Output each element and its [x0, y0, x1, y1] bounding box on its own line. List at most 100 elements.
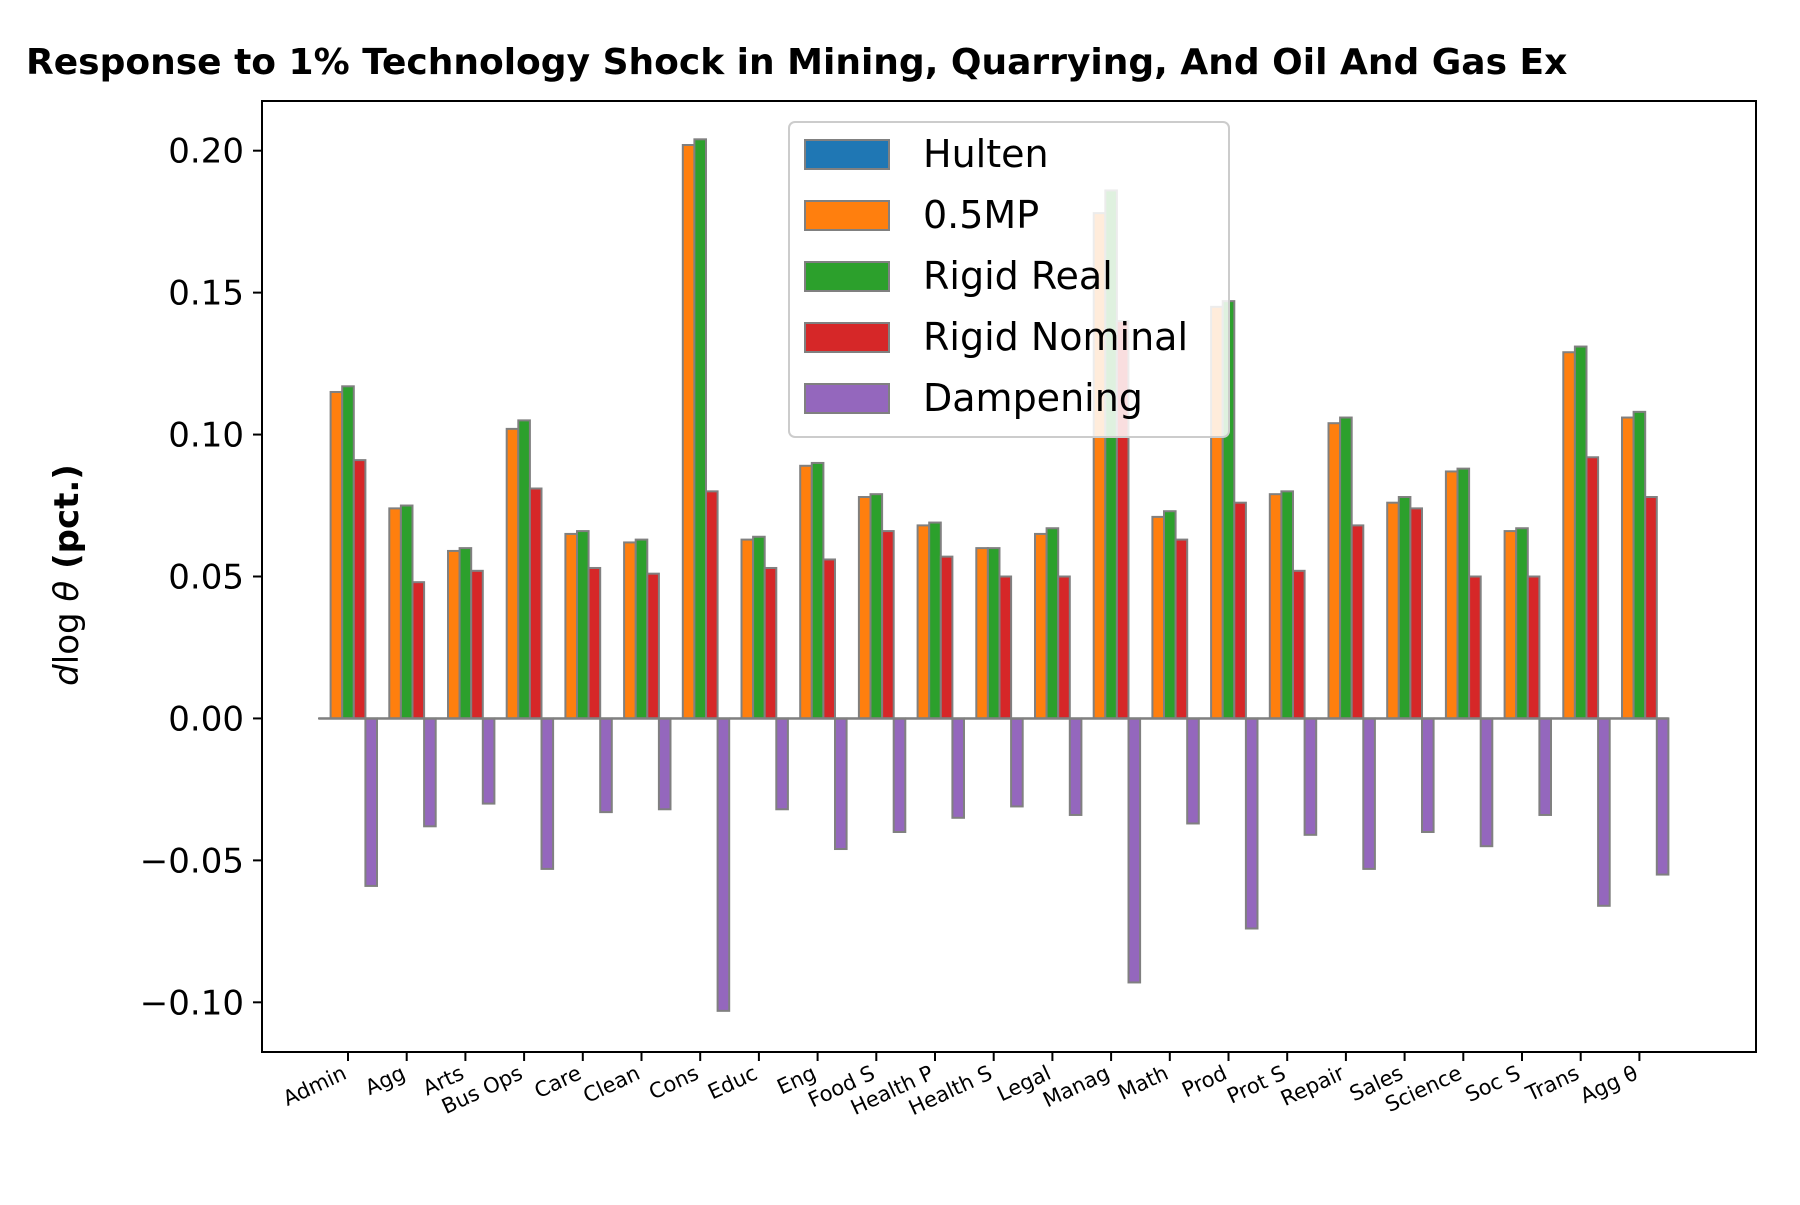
- y-tick-label: 0.15: [168, 274, 244, 314]
- bar: [1011, 718, 1023, 806]
- bar: [812, 463, 824, 718]
- bar: [1598, 718, 1610, 905]
- bar: [1387, 503, 1399, 719]
- bar: [1234, 503, 1246, 719]
- x-tick-label: Prod: [1178, 1061, 1230, 1102]
- bar: [507, 429, 519, 719]
- legend-label: 0.5MP: [923, 193, 1039, 237]
- bar: [894, 718, 906, 832]
- bar: [483, 718, 495, 803]
- x-tick-label: Repair: [1277, 1061, 1348, 1111]
- bar: [331, 392, 343, 718]
- bar: [448, 551, 460, 718]
- bar: [1047, 528, 1059, 718]
- bar: [424, 718, 436, 826]
- svg-text:dlog θ (pct.): dlog θ (pct.): [47, 464, 87, 686]
- bar: [389, 508, 401, 718]
- bar: [1152, 517, 1164, 719]
- bar: [683, 145, 695, 718]
- bar: [1129, 718, 1141, 982]
- bar: [636, 540, 648, 719]
- bar: [800, 466, 812, 719]
- y-tick-label: 0.10: [168, 416, 244, 456]
- bar: [753, 537, 765, 719]
- x-tick-label: Prot S: [1223, 1061, 1289, 1109]
- bar: [859, 497, 871, 718]
- legend-label: Hulten: [923, 132, 1049, 176]
- bar: [718, 718, 730, 1010]
- bar: [1058, 577, 1070, 719]
- bar: [1622, 418, 1634, 719]
- chart-title: Response to 1% Technology Shock in Minin…: [26, 42, 1567, 83]
- y-axis: −0.10−0.050.000.050.100.150.20: [140, 132, 262, 1024]
- bar: [929, 523, 941, 719]
- bar: [835, 718, 847, 849]
- bar: [1563, 352, 1575, 718]
- legend-label: Rigid Real: [923, 254, 1113, 298]
- bar: [882, 531, 894, 718]
- x-tick-label: Trans: [1521, 1061, 1582, 1107]
- y-tick-label: 0.20: [168, 132, 244, 172]
- legend-swatch: [805, 384, 889, 413]
- bar: [1176, 540, 1188, 719]
- bar: [365, 718, 377, 885]
- bar: [577, 531, 589, 718]
- x-tick-label: Agg θ: [1576, 1061, 1641, 1108]
- bar: [624, 542, 636, 718]
- bar: [706, 491, 718, 718]
- x-tick-label: Care: [531, 1061, 585, 1103]
- bar: [1164, 511, 1176, 718]
- x-tick-label: Cons: [645, 1061, 702, 1105]
- bar: [1399, 497, 1411, 718]
- bar: [1587, 457, 1599, 718]
- bar: [988, 548, 1000, 718]
- bar: [342, 386, 354, 718]
- bar: [941, 557, 953, 719]
- y-tick-label: 0.05: [168, 558, 244, 598]
- bar: [1528, 577, 1540, 719]
- legend-swatch: [805, 140, 889, 169]
- bar: [918, 525, 930, 718]
- y-axis-label: dlog θ (pct.): [47, 464, 87, 686]
- bar: [1270, 494, 1282, 718]
- bar: [1539, 718, 1551, 815]
- series-dampening: [365, 718, 1668, 1010]
- bar: [647, 574, 659, 719]
- bar: [823, 559, 835, 718]
- y-tick-label: −0.10: [140, 983, 244, 1023]
- bar: [1481, 718, 1493, 846]
- x-tick-label: Educ: [704, 1061, 761, 1105]
- bar: [1329, 423, 1341, 718]
- legend-swatch: [805, 323, 889, 352]
- bar: [1645, 497, 1657, 718]
- bar: [1505, 531, 1517, 718]
- bar: [1422, 718, 1434, 832]
- bar: [565, 534, 577, 719]
- bar: [354, 460, 366, 718]
- bar: [694, 139, 706, 718]
- bar: [1575, 347, 1587, 719]
- bar: [1070, 718, 1082, 815]
- bar: [1634, 412, 1646, 719]
- y-tick-label: 0.00: [168, 699, 244, 739]
- bar: [1246, 718, 1258, 928]
- x-tick-label: Soc S: [1462, 1061, 1524, 1107]
- bar: [1035, 534, 1047, 719]
- bar: [589, 568, 601, 718]
- bar: [1281, 491, 1293, 718]
- bar: [871, 494, 883, 718]
- bar: [765, 568, 777, 718]
- bar: [413, 582, 425, 718]
- bar: [1516, 528, 1528, 718]
- legend-label: Dampening: [923, 376, 1143, 420]
- bar: [952, 718, 964, 817]
- x-tick-label: Admin: [279, 1061, 350, 1111]
- legend-swatch: [805, 262, 889, 291]
- x-tick-label: Manag: [1039, 1061, 1113, 1113]
- bar: [542, 718, 554, 868]
- bar: [776, 718, 788, 809]
- bar: [1458, 469, 1470, 719]
